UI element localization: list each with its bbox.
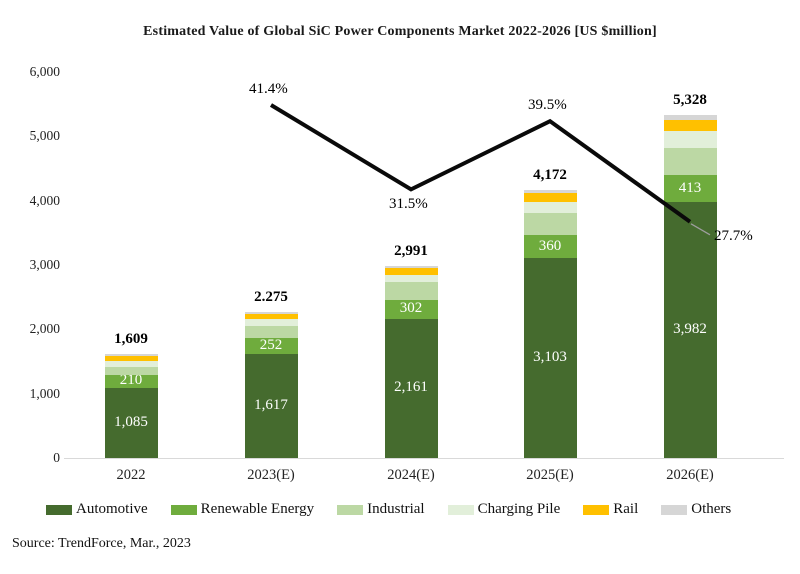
bar-segment-others bbox=[104, 354, 158, 357]
bar-segment-others bbox=[523, 189, 577, 193]
bar-segment-automotive bbox=[104, 388, 158, 458]
legend-swatch bbox=[337, 504, 364, 515]
legend-item-rail: Rail bbox=[583, 501, 638, 518]
bar-segment-rail bbox=[104, 356, 158, 362]
bar-total-label: 4,172 bbox=[533, 166, 567, 183]
legend-item-industrial: Industrial bbox=[337, 501, 425, 518]
legend-item-others: Others bbox=[661, 501, 731, 518]
bar-segment-charging-pile bbox=[663, 130, 717, 148]
segment-value-label: 1,085 bbox=[114, 414, 148, 431]
x-axis-label: 2024(E) bbox=[387, 467, 435, 483]
segment-value-label: 1,617 bbox=[254, 396, 288, 413]
legend: Automotive Renewable Energy Industrial Char… bbox=[46, 501, 731, 518]
legend-label: Rail bbox=[613, 501, 639, 517]
bar-segment-renewable-energy bbox=[523, 235, 577, 259]
legend-swatch bbox=[46, 504, 72, 515]
bar-segment-rail bbox=[523, 192, 577, 202]
growth-rate-label: 31.5% bbox=[389, 196, 428, 213]
segment-value-label: 3,103 bbox=[533, 349, 567, 366]
bar-segment-rail bbox=[384, 268, 438, 276]
bar-segment-industrial bbox=[244, 325, 298, 338]
legend-item-automotive: Automotive bbox=[46, 501, 148, 518]
x-axis-label: 2025(E) bbox=[526, 467, 574, 483]
bar-segment-industrial bbox=[523, 212, 577, 236]
growth-line bbox=[269, 103, 692, 224]
bar-segment-industrial bbox=[104, 366, 158, 375]
bar-segment-others bbox=[663, 115, 717, 120]
growth-rate-label: 39.5% bbox=[528, 97, 567, 114]
bar-segment-charging-pile bbox=[384, 275, 438, 283]
segment-value-label: 2,161 bbox=[394, 379, 428, 396]
bar-segment-rail bbox=[244, 313, 298, 319]
x-axis-line bbox=[64, 458, 784, 459]
bar-segment-others bbox=[384, 265, 438, 269]
bar-segment-renewable-energy bbox=[244, 337, 298, 354]
bar-segment-others bbox=[244, 311, 298, 314]
y-tick-label: 0 bbox=[53, 450, 60, 465]
bar-segment-charging-pile bbox=[104, 361, 158, 367]
legend-item-renewable-energy: Renewable Energy bbox=[170, 501, 315, 518]
bar-total-label: 5,328 bbox=[673, 92, 707, 109]
chart-title: Estimated Value of Global SiC Power Comp… bbox=[143, 24, 657, 39]
source-note: Source: TrendForce, Mar., 2023 bbox=[12, 536, 191, 551]
bar-segment-automotive bbox=[523, 258, 577, 458]
y-tick-label: 1,000 bbox=[29, 385, 60, 401]
legend-label: Renewable Energy bbox=[200, 501, 315, 517]
bar-segment-charging-pile bbox=[523, 201, 577, 213]
bar-segment-automotive bbox=[244, 353, 298, 458]
x-axis-label: 2023(E) bbox=[247, 467, 295, 483]
segment-value-label: 302 bbox=[399, 300, 423, 317]
growth-rate-label: 41.4% bbox=[249, 80, 288, 97]
y-tick-label: 2,000 bbox=[29, 321, 60, 337]
segment-value-label: 252 bbox=[259, 336, 283, 353]
legend-swatch bbox=[583, 504, 610, 515]
bar-segment-industrial bbox=[384, 282, 438, 300]
bar-segment-renewable-energy bbox=[384, 299, 438, 319]
bar-total-label: 2.275 bbox=[254, 288, 288, 305]
x-axis-label: 2022 bbox=[116, 467, 146, 483]
y-tick-label: 6,000 bbox=[29, 64, 60, 79]
y-tick-label: 3,000 bbox=[29, 257, 60, 272]
legend-label: Others bbox=[691, 501, 732, 517]
legend-item-charging-pile: Charging Pile bbox=[447, 501, 561, 518]
y-tick-label: 5,000 bbox=[29, 128, 60, 144]
bar-segment-automotive bbox=[663, 201, 717, 458]
legend-swatch bbox=[447, 504, 474, 515]
bar-segment-automotive bbox=[384, 318, 438, 458]
legend-label: Automotive bbox=[76, 501, 148, 517]
growth-rate-label: 27.7% bbox=[714, 227, 753, 244]
segment-value-label: 413 bbox=[678, 179, 702, 196]
legend-label: Charging Pile bbox=[477, 501, 561, 517]
bar-segment-industrial bbox=[663, 147, 717, 176]
bar-total-label: 2,991 bbox=[394, 242, 428, 259]
segment-value-label: 360 bbox=[538, 237, 562, 254]
bar-segment-renewable-energy bbox=[104, 374, 158, 389]
bar-segment-charging-pile bbox=[244, 318, 298, 326]
legend-swatch bbox=[661, 504, 688, 515]
x-axis-label: 2026(E) bbox=[666, 467, 714, 483]
bar-segment-rail bbox=[663, 119, 717, 131]
segment-value-label: 210 bbox=[119, 372, 143, 389]
bar-total-label: 1,609 bbox=[114, 331, 148, 348]
legend-swatch bbox=[170, 504, 197, 515]
segment-value-label: 3,982 bbox=[673, 320, 707, 337]
legend-label: Industrial bbox=[367, 501, 425, 517]
y-tick-label: 4,000 bbox=[29, 192, 60, 208]
